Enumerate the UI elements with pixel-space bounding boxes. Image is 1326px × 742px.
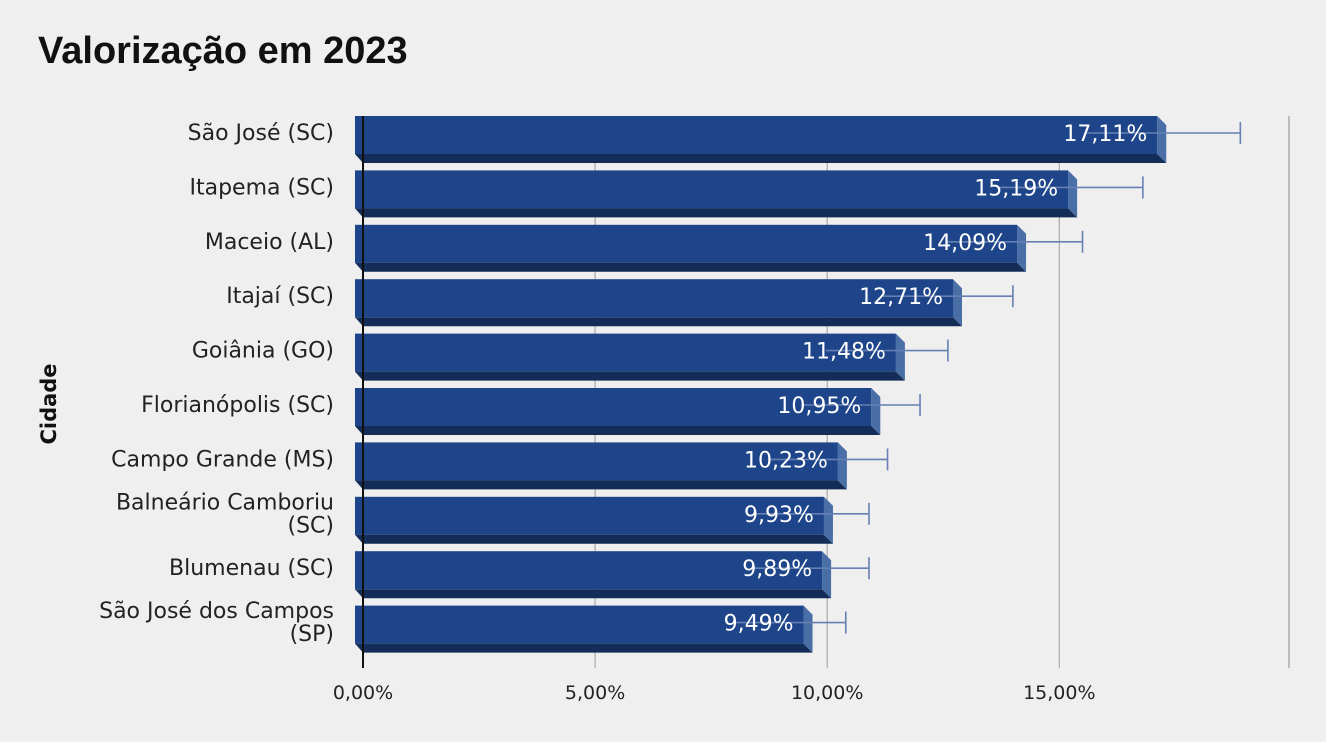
category-label: Itajaí (SC) <box>226 284 334 309</box>
bar-side-face <box>952 279 962 327</box>
data-label: 14,09% <box>923 231 1007 256</box>
bar <box>355 496 824 535</box>
x-tick-label: 0,00% <box>333 682 393 704</box>
bar <box>355 224 1018 263</box>
x-tick-label: 10,00% <box>791 682 863 704</box>
data-label: 12,71% <box>859 285 943 310</box>
category-label: Blumenau (SC) <box>169 556 334 581</box>
data-label: 15,19% <box>974 176 1058 201</box>
bar-side-face <box>822 551 832 599</box>
bar <box>355 388 872 426</box>
category-label: Maceio (AL) <box>205 230 334 255</box>
bar-side-face <box>1017 224 1027 272</box>
category-label: Goiânia (GO) <box>192 339 334 364</box>
bar <box>355 442 838 481</box>
bar-bottom-face <box>355 643 813 653</box>
bar <box>355 333 896 372</box>
bar-side-face <box>871 388 881 435</box>
bar-bottom-face <box>355 154 1167 163</box>
data-label: 10,95% <box>777 394 861 419</box>
data-label: 9,89% <box>742 557 812 582</box>
bar-bottom-face <box>355 371 905 381</box>
category-label: Florianópolis (SC) <box>141 393 334 418</box>
data-label: 9,93% <box>744 503 814 528</box>
bar-side-face <box>837 442 847 490</box>
data-label: 17,11% <box>1063 122 1147 147</box>
bar-side-face <box>1068 170 1078 218</box>
bar-bottom-face <box>355 534 833 544</box>
y-axis-label: Cidade <box>37 363 61 444</box>
category-label: Itapema (SC) <box>190 175 335 200</box>
category-label: Balneário Camboriu (SC) <box>116 490 334 538</box>
data-label: 9,49% <box>724 612 794 637</box>
category-label: São José (SC) <box>188 121 334 146</box>
bar-bottom-face <box>355 589 832 599</box>
bar-side-face <box>895 333 905 381</box>
bar-side-face <box>1157 116 1167 163</box>
chart-title: Valorização em 2023 <box>38 30 408 72</box>
bar <box>355 170 1069 209</box>
category-label: São José dos Campos (SP) <box>99 599 334 647</box>
bar <box>355 551 823 590</box>
bar <box>355 279 953 318</box>
bar-side-face <box>823 496 833 544</box>
data-label: 10,23% <box>744 448 828 473</box>
bar-side-face <box>803 605 813 653</box>
data-label: 11,48% <box>802 340 886 365</box>
bar-bottom-face <box>355 317 962 327</box>
bar-bottom-face <box>355 262 1027 272</box>
x-tick-label: 5,00% <box>565 682 625 704</box>
bar-bottom-face <box>355 480 847 490</box>
x-tick-label: 15,00% <box>1023 682 1095 704</box>
category-label: Campo Grande (MS) <box>111 447 334 472</box>
bar <box>355 116 1158 154</box>
bar-bottom-face <box>355 208 1078 218</box>
bar <box>355 605 804 644</box>
bar-bottom-face <box>355 426 881 435</box>
